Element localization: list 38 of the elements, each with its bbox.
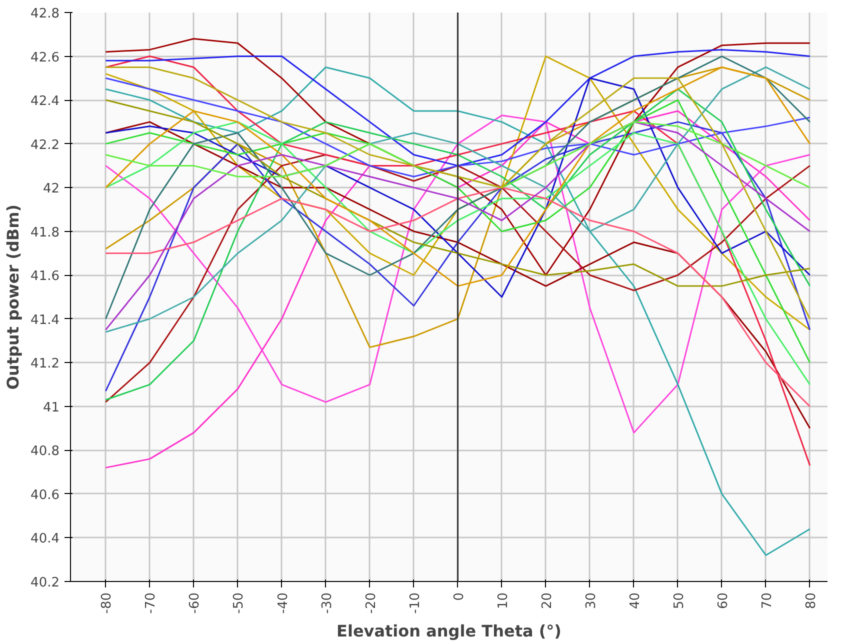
line-series [104, 77, 811, 178]
x-tick-label: -20 [364, 592, 379, 614]
y-tick-label: 41.6 [30, 269, 60, 284]
x-tick-label: 20 [540, 592, 555, 610]
y-tick-label: 42.8 [30, 6, 60, 22]
line-series [104, 66, 811, 556]
y-tick-label: 42.6 [30, 50, 60, 66]
x-tick-label: -80 [100, 592, 115, 614]
x-tick-label: -40 [276, 592, 291, 614]
y-tick-label: 40.8 [30, 444, 60, 460]
x-tick-label: 10 [496, 592, 511, 610]
x-tick-label: 80 [804, 592, 819, 610]
x-tick-label: 30 [584, 592, 599, 610]
y-tick-label: 41.8 [30, 225, 60, 240]
y-tick-label: 42 [42, 182, 60, 197]
x-tick-label: 70 [760, 592, 775, 610]
x-tick-label: -10 [408, 592, 423, 614]
y-tick-label: 41 [42, 400, 60, 416]
y-tick-label: 40.6 [30, 488, 60, 503]
y-tick-label: 41.2 [30, 356, 60, 372]
line-series [104, 121, 811, 331]
line-series [104, 48, 811, 166]
y-axis-title: Output power (dBm) [4, 204, 23, 390]
y-tick-label: 42.2 [30, 138, 60, 153]
x-tick-label: 50 [672, 592, 687, 610]
x-tick-label: -60 [188, 592, 203, 614]
y-tick-label: 40.2 [30, 576, 60, 590]
y-tick-label: 41.4 [30, 312, 60, 328]
x-tick-label: -30 [320, 592, 335, 614]
x-tick-label: 0 [452, 592, 467, 601]
x-tick-label: -70 [144, 592, 159, 614]
x-tick-label: -50 [232, 592, 247, 614]
x-axis-title: Elevation angle Theta (°) [336, 622, 562, 641]
y-tick-label: 40.4 [30, 532, 60, 547]
y-tick-label: 42.4 [30, 94, 60, 110]
x-tick-label: 40 [628, 592, 643, 610]
line-series [104, 99, 811, 364]
x-tick-label: 60 [716, 592, 731, 610]
